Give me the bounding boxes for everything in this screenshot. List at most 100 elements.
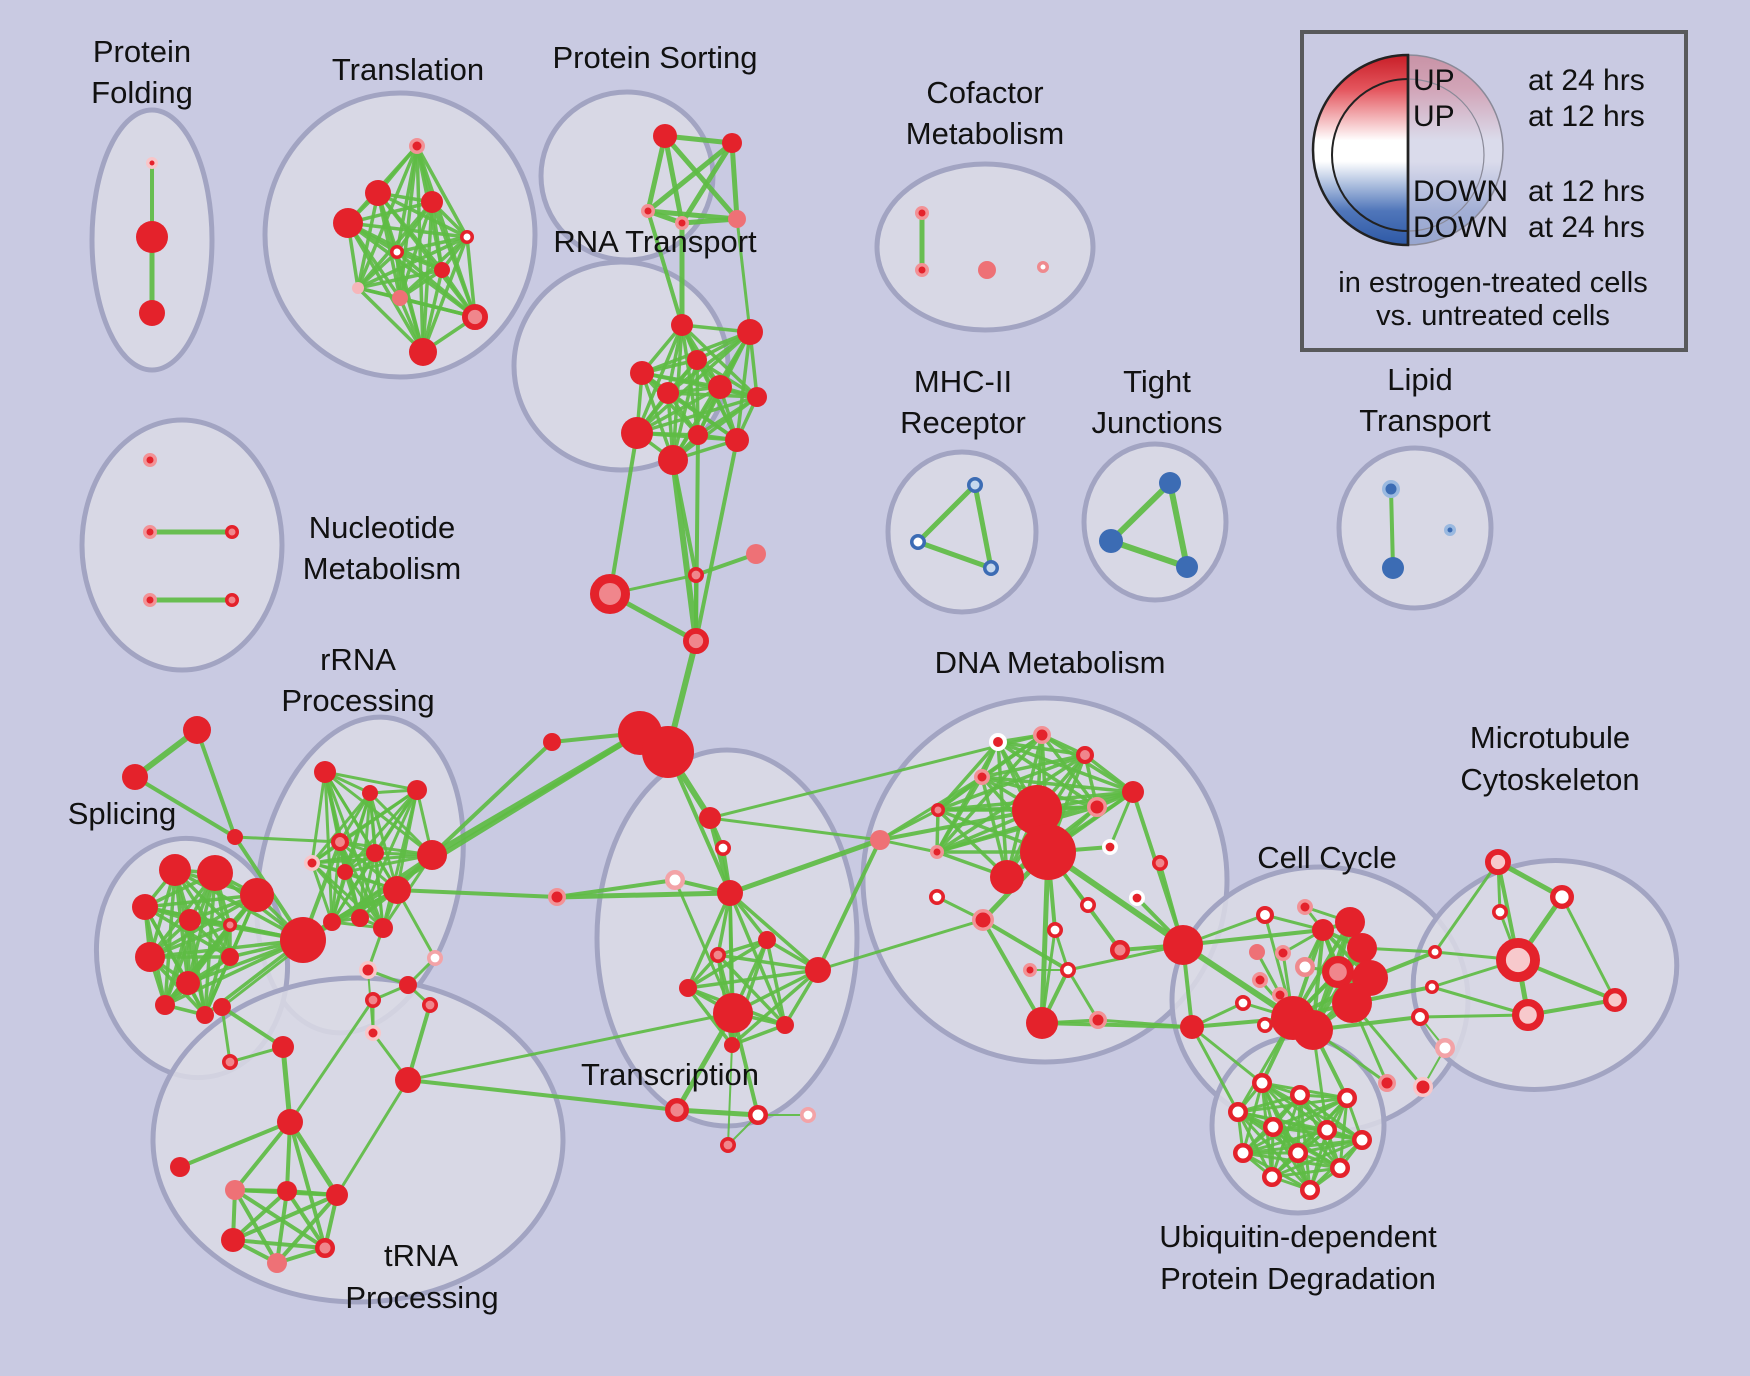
node-mh2 xyxy=(910,534,926,550)
node-dn12 xyxy=(1102,838,1119,855)
edge xyxy=(980,775,1135,794)
edge xyxy=(195,728,237,839)
edge xyxy=(915,539,994,571)
node-dn5 xyxy=(931,803,945,817)
cluster-cofactor-metabolism-ellipse xyxy=(874,161,1096,333)
edge xyxy=(356,235,469,290)
node-mt5 xyxy=(1549,885,1574,910)
edge xyxy=(730,968,820,1047)
node-dn20 xyxy=(1110,940,1130,960)
node-ub7 xyxy=(1352,1130,1372,1150)
cluster-trna-processing-ellipse xyxy=(150,975,566,1305)
edge xyxy=(1039,849,1051,1026)
node-sp8 xyxy=(221,948,239,966)
cluster-ubiquitin-degradation-label: Ubiquitin-dependent xyxy=(1159,1219,1437,1254)
edge xyxy=(323,770,334,924)
edge xyxy=(421,268,444,354)
node-ub2 xyxy=(1290,1085,1310,1105)
edge xyxy=(635,323,684,435)
node-pf3 xyxy=(139,300,165,326)
node-ub11 xyxy=(1330,1158,1350,1178)
node-rr1 xyxy=(314,761,336,783)
cluster-cell-cycle-label: Cell Cycle xyxy=(1257,840,1397,875)
node-cc3 xyxy=(1312,919,1334,941)
legend-time-label: at 12 hrs xyxy=(1528,100,1645,133)
node-ch6 xyxy=(746,544,766,564)
node-cc14 xyxy=(1257,1016,1274,1033)
legend-direction-label: UP xyxy=(1413,100,1455,133)
edge xyxy=(233,835,342,844)
node-dn21 xyxy=(1023,963,1037,977)
node-ub10 xyxy=(1262,1167,1282,1187)
edge xyxy=(356,191,380,290)
edge xyxy=(679,216,740,226)
edge xyxy=(231,1189,289,1242)
edge xyxy=(1418,1013,1530,1019)
edge xyxy=(288,1120,327,1250)
node-rt8 xyxy=(621,417,653,449)
node-br2 xyxy=(426,949,443,966)
cluster-transcription-ellipse xyxy=(594,747,860,1129)
edge xyxy=(415,144,469,239)
node-dn24 xyxy=(1089,1011,1107,1029)
node-rt5 xyxy=(657,382,679,404)
node-rr15 xyxy=(272,1036,294,1058)
node-cc5 xyxy=(1347,933,1377,963)
edge xyxy=(765,938,787,1027)
cluster-cofactor-metabolism-label: Metabolism xyxy=(906,116,1065,151)
edge xyxy=(1066,968,1100,1022)
cluster-mhc-ii-receptor-ellipse xyxy=(885,449,1039,615)
edge xyxy=(406,1078,679,1112)
edge xyxy=(708,733,1044,820)
node-pf2 xyxy=(136,221,168,253)
edge xyxy=(679,140,735,226)
node-sp12 xyxy=(240,878,274,912)
node-tj3 xyxy=(1176,556,1198,578)
edge xyxy=(727,837,883,896)
edge xyxy=(395,235,469,254)
legend-footer-text: in estrogen-treated cells xyxy=(1338,267,1648,299)
node-tx13 xyxy=(748,1105,768,1125)
edge xyxy=(1040,1021,1194,1029)
edge xyxy=(406,1003,432,1082)
node-rt10 xyxy=(725,428,749,452)
legend-time-label: at 12 hrs xyxy=(1528,175,1645,208)
edge xyxy=(1270,1166,1342,1179)
cluster-trna-processing-label: tRNA xyxy=(384,1238,458,1273)
edge xyxy=(686,968,820,990)
legend-footer-text: vs. untreated cells xyxy=(1376,300,1610,332)
node-br7 xyxy=(395,1067,421,1093)
edge xyxy=(635,395,759,435)
node-cc20 xyxy=(1180,1015,1204,1039)
edge xyxy=(133,775,237,839)
node-tg2 xyxy=(122,764,148,790)
node-bn1 xyxy=(870,830,890,850)
edge xyxy=(1389,487,1395,570)
node-tg1 xyxy=(183,716,211,744)
node-rr12 xyxy=(373,918,393,938)
node-br4 xyxy=(364,991,381,1008)
legend-time-label: at 24 hrs xyxy=(1528,64,1645,97)
node-rt11 xyxy=(658,445,688,475)
node-rr8 xyxy=(417,840,447,870)
node-rt6 xyxy=(708,375,732,399)
node-tx11 xyxy=(724,1037,740,1053)
node-tn4 xyxy=(221,1228,245,1252)
node-sp11 xyxy=(196,1006,214,1024)
node-br0 xyxy=(548,888,566,906)
edge xyxy=(421,235,469,354)
edge xyxy=(233,1120,292,1192)
edge xyxy=(323,770,419,792)
edge xyxy=(430,740,554,857)
edge xyxy=(935,775,984,854)
node-mt1 xyxy=(1428,945,1442,959)
node-sp4 xyxy=(179,909,201,931)
edge xyxy=(935,733,1044,854)
edge xyxy=(670,457,699,644)
edge xyxy=(406,1011,735,1082)
cluster-tight-junctions-ellipse xyxy=(1081,441,1229,603)
node-dn17 xyxy=(928,888,945,905)
edge xyxy=(178,1120,292,1169)
edge xyxy=(429,730,643,858)
node-dn19 xyxy=(1060,961,1077,978)
